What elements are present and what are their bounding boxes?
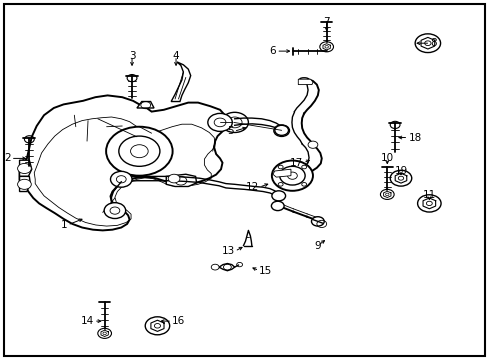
Text: 3: 3	[128, 51, 135, 61]
Text: 9: 9	[314, 240, 321, 251]
Circle shape	[207, 113, 232, 131]
Polygon shape	[20, 176, 30, 192]
Circle shape	[273, 125, 289, 136]
Text: 13: 13	[221, 246, 234, 256]
Polygon shape	[20, 95, 227, 230]
Text: 14: 14	[81, 316, 94, 326]
Polygon shape	[137, 102, 154, 108]
Polygon shape	[219, 264, 234, 271]
Circle shape	[311, 217, 324, 226]
Circle shape	[168, 174, 180, 183]
Circle shape	[221, 112, 248, 132]
Text: 18: 18	[407, 132, 421, 143]
Text: 6: 6	[269, 46, 276, 56]
Circle shape	[106, 127, 172, 176]
Circle shape	[110, 171, 132, 187]
Text: 19: 19	[393, 166, 407, 176]
Circle shape	[211, 264, 219, 270]
Polygon shape	[272, 169, 290, 177]
Circle shape	[274, 125, 288, 135]
Text: 15: 15	[259, 266, 272, 276]
Circle shape	[18, 163, 31, 174]
Text: 5: 5	[226, 126, 233, 136]
Circle shape	[271, 161, 312, 191]
Text: 7: 7	[323, 17, 329, 27]
Text: 10: 10	[380, 153, 393, 163]
Polygon shape	[20, 160, 32, 176]
Text: 12: 12	[245, 182, 259, 192]
Circle shape	[307, 141, 317, 148]
Text: 4: 4	[172, 51, 179, 61]
Circle shape	[271, 201, 284, 211]
Circle shape	[104, 203, 125, 219]
Text: 17: 17	[289, 158, 303, 168]
Polygon shape	[171, 62, 190, 102]
Circle shape	[18, 179, 31, 189]
Text: 16: 16	[172, 316, 185, 326]
Text: 11: 11	[422, 190, 435, 200]
Text: 8: 8	[429, 38, 436, 48]
Polygon shape	[166, 174, 196, 186]
Circle shape	[271, 191, 285, 201]
Polygon shape	[298, 79, 312, 85]
Text: 1: 1	[61, 220, 67, 230]
Text: 2: 2	[4, 153, 11, 163]
